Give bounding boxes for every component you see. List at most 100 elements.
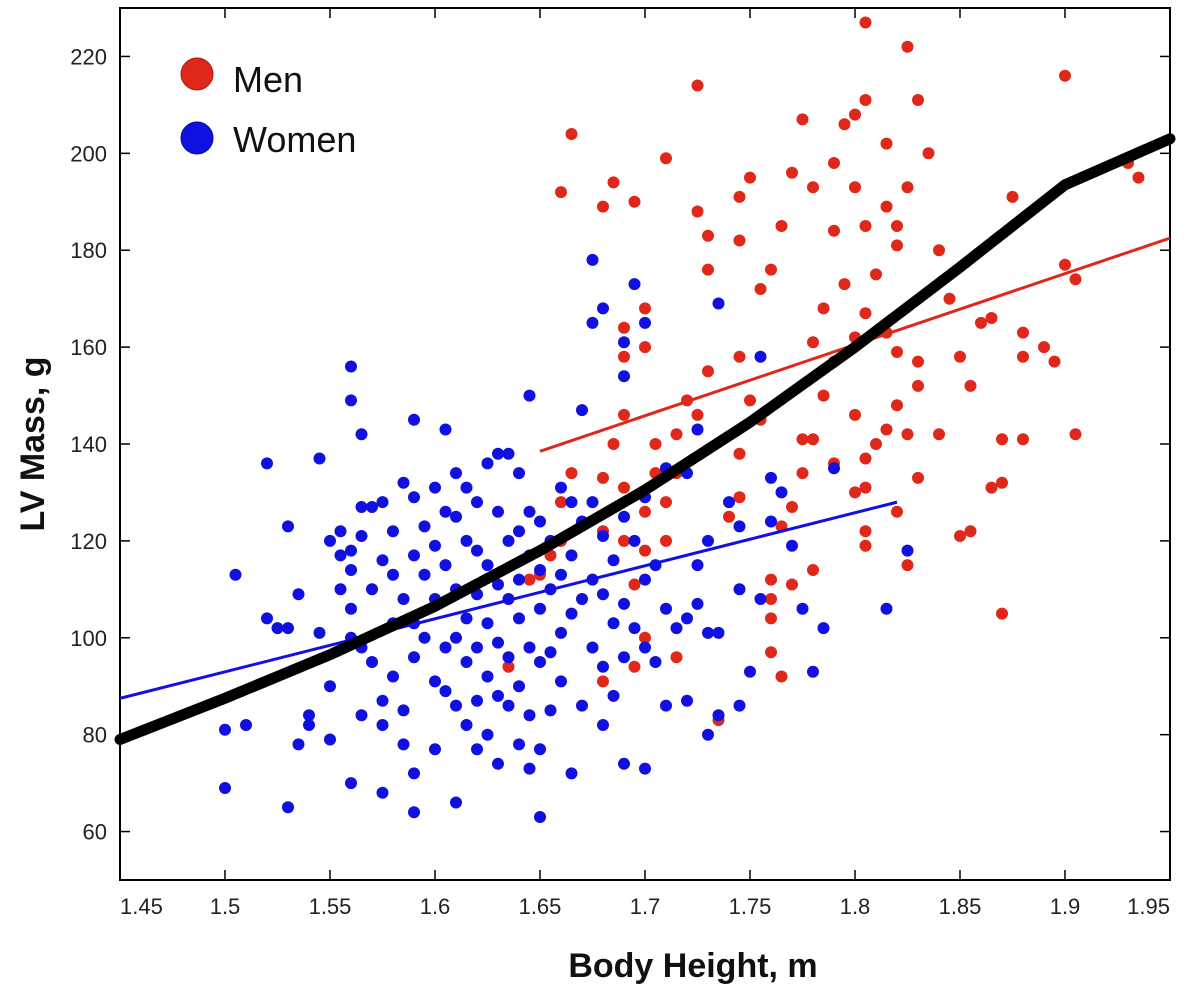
data-point-women (586, 641, 599, 654)
data-point-men (660, 496, 672, 509)
data-point-women (481, 670, 494, 683)
data-point-women (534, 602, 546, 615)
data-point-women (534, 564, 546, 576)
data-point-men (849, 108, 861, 121)
data-point-women (660, 602, 672, 615)
data-point-men (901, 559, 914, 572)
data-point-women (439, 559, 452, 572)
data-point-women (607, 554, 620, 567)
data-point-women (492, 636, 504, 649)
data-point-women (618, 597, 630, 610)
data-point-men (618, 321, 630, 334)
data-point-women (513, 525, 525, 538)
data-point-women (544, 704, 557, 717)
data-point-women (261, 457, 273, 470)
data-point-women (807, 665, 819, 678)
data-point-men (849, 181, 861, 194)
data-point-women (292, 738, 305, 751)
data-point-women (481, 617, 494, 630)
data-point-women (481, 728, 494, 741)
data-point-men (996, 433, 1008, 446)
data-point-women (355, 501, 368, 513)
data-point-men (922, 147, 935, 160)
data-point-men (912, 471, 924, 484)
data-point-women (796, 602, 809, 615)
data-point-women (450, 467, 462, 480)
data-point-women (460, 481, 473, 494)
data-point-women (502, 447, 515, 460)
data-point-women (481, 559, 494, 572)
x-tick-label: 1.55 (309, 894, 352, 919)
data-point-men (765, 593, 777, 605)
data-point-men (618, 350, 630, 363)
data-point-women (345, 394, 357, 407)
data-point-women (376, 719, 389, 731)
data-point-men (733, 234, 746, 247)
data-point-men (859, 539, 872, 552)
plot-frame (119, 7, 1171, 881)
data-point-women (576, 593, 588, 605)
data-point-women (712, 709, 725, 722)
data-point-women (534, 811, 546, 823)
data-point-women (691, 559, 704, 572)
data-point-men (817, 389, 830, 402)
data-point-women (345, 564, 357, 576)
y-tick-label: 60 (83, 820, 107, 845)
legend-label-men: Men (233, 59, 303, 100)
data-point-women (880, 602, 893, 615)
data-point-men (555, 496, 567, 509)
data-point-men (912, 94, 924, 106)
data-point-women (618, 651, 630, 664)
data-point-women (681, 612, 693, 625)
data-point-men (964, 525, 977, 538)
data-point-men (597, 471, 609, 484)
x-tick-label: 1.5 (210, 894, 241, 919)
data-point-women (586, 496, 599, 509)
data-point-women (618, 336, 630, 349)
data-point-men (870, 438, 882, 450)
data-point-women (555, 568, 567, 581)
data-point-men (1069, 428, 1082, 441)
data-point-women (387, 568, 399, 581)
x-tick-label: 1.8 (840, 894, 871, 919)
data-point-women (775, 486, 788, 499)
data-point-men (702, 229, 714, 242)
data-point-men (912, 379, 924, 392)
data-point-women (450, 699, 462, 712)
data-point-men (628, 578, 641, 591)
data-point-men (660, 534, 672, 547)
data-point-women (408, 651, 420, 664)
data-point-women (523, 641, 536, 654)
data-point-men (607, 438, 620, 450)
data-point-men (1038, 341, 1050, 354)
data-point-women (429, 743, 441, 756)
data-point-men (933, 244, 945, 257)
data-point-women (450, 796, 462, 809)
data-point-women (523, 762, 536, 775)
data-point-women (754, 350, 767, 363)
data-point-women (555, 626, 567, 639)
data-point-men (996, 476, 1008, 489)
data-point-women (691, 423, 704, 436)
data-point-women (523, 709, 536, 722)
data-point-women (219, 723, 231, 736)
data-point-men (880, 423, 893, 436)
regression-line-women-fit (119, 500, 898, 700)
data-point-men (733, 350, 746, 363)
data-point-women (712, 626, 725, 639)
data-point-men (618, 481, 630, 494)
data-point-women (355, 530, 368, 542)
data-point-men (849, 486, 861, 499)
data-point-men (1059, 258, 1071, 271)
data-point-women (513, 467, 525, 480)
data-point-men (807, 564, 819, 576)
data-point-men (597, 200, 609, 213)
data-point-men (765, 263, 777, 276)
data-point-women (702, 534, 714, 547)
data-point-women (702, 626, 714, 639)
data-point-men (1006, 190, 1019, 203)
data-point-women (618, 370, 630, 383)
data-point-women (397, 476, 410, 489)
data-point-men (954, 530, 966, 542)
data-point-women (628, 534, 641, 547)
